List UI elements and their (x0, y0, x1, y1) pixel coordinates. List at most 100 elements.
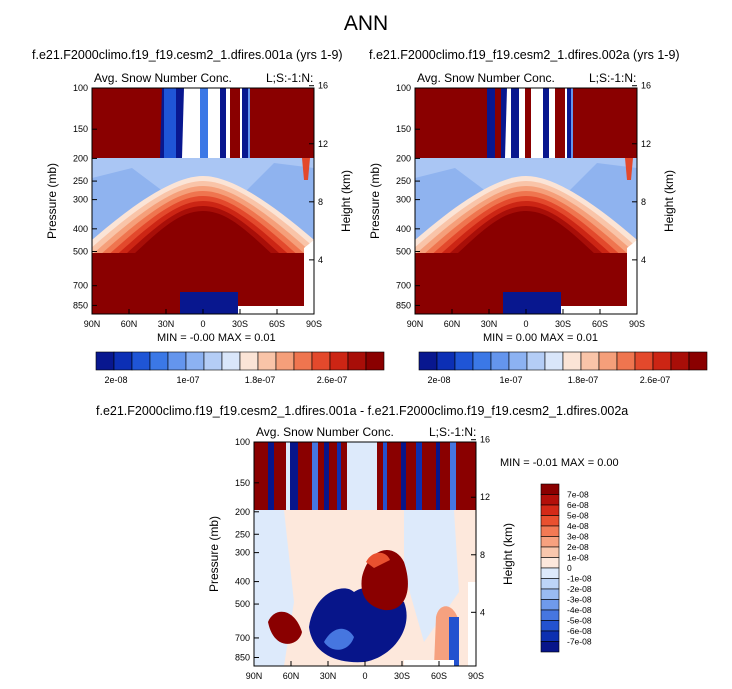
colorbar-diff-swatch (540, 525, 560, 537)
diff-strat-stripe (341, 442, 347, 510)
panel2-plot (414, 87, 638, 315)
panel1-xtick-label: 30S (232, 319, 248, 329)
colorbar1-swatch (203, 351, 223, 371)
colorbar-diff-swatch (540, 557, 560, 569)
panel3-y2tick-label: 4 (480, 607, 485, 617)
page-title: ANN (343, 12, 389, 35)
panel1-ylabel: Pressure (mb) (45, 163, 59, 239)
panel1-y2tick-label: 8 (318, 197, 323, 207)
diff-strat-stripe (422, 442, 436, 510)
panel1-strat-column (248, 88, 250, 158)
colorbar2-label: 2e-08 (427, 375, 450, 385)
colorbar2-label: 1e-07 (499, 375, 522, 385)
panel2-corner-label: L;S:-1:N: (589, 71, 637, 85)
colorbar2-label: 2.6e-07 (640, 375, 671, 385)
panel1-minmax: MIN = -0.00 MAX = 0.01 (157, 332, 276, 344)
panel1-xtick-label: 90N (84, 319, 101, 329)
diff-positive-patch (268, 611, 302, 644)
diff-strat-stripe (268, 442, 274, 510)
colorbar2-swatch (526, 351, 546, 371)
panel1-corner-label: L;S:-1:N: (266, 71, 314, 85)
colorbar1-swatch (257, 351, 277, 371)
diff-strat-stripe (318, 442, 324, 510)
colorbar-diff-label: 3e-08 (567, 532, 589, 542)
panel1-ytick-label: 400 (73, 224, 88, 234)
diff-plot (253, 441, 477, 667)
panel1-y2tick-label: 4 (318, 255, 323, 265)
colorbar2-swatch (562, 351, 582, 371)
panel2-ytick-label: 150 (396, 124, 411, 134)
diff-minmax: MIN = -0.01 MAX = 0.00 (500, 457, 619, 469)
diff-case-title: f.e21.F2000climo.f19_f19.cesm2_1.dfires.… (96, 404, 629, 418)
panel2-ytick-label: 100 (396, 83, 411, 93)
colorbar1-swatch (113, 351, 133, 371)
colorbar2-swatch (580, 351, 600, 371)
colorbar1-swatch (131, 351, 151, 371)
panel2-topography (627, 240, 637, 314)
panel1-strat-column (230, 88, 240, 158)
colorbar1-swatch (329, 351, 349, 371)
colorbar2-swatch (598, 351, 618, 371)
colorbar1-label: 2.6e-07 (317, 375, 348, 385)
diff-strat-stripe (406, 442, 416, 510)
colorbar-diff-swatch (540, 546, 560, 558)
colorbar1-swatch (221, 351, 241, 371)
colorbar-diff-swatch (540, 599, 560, 611)
panel2-strat-column (511, 88, 519, 158)
panel1-ytick-label: 850 (73, 300, 88, 310)
diff-field-label: Avg. Snow Number Conc. (256, 425, 394, 439)
colorbar-diff-swatch (540, 567, 560, 579)
colorbar-diff-label: -2e-08 (567, 584, 592, 594)
colorbar1-swatch (185, 351, 205, 371)
diff-strat-stripe (324, 442, 329, 510)
diff-strat-stripe (312, 442, 318, 510)
panel1-ytick-label: 150 (73, 124, 88, 134)
colorbar1-swatch (347, 351, 367, 371)
panel3-y2label: Height (km) (501, 523, 515, 585)
diff-strat-stripe (286, 442, 290, 510)
diff-negative-patch (449, 617, 459, 666)
panel3-ytick-label: 250 (235, 529, 250, 539)
panel2-strat-column (525, 88, 531, 158)
panel1-strat-column (164, 88, 176, 158)
panel1-y2tick-label: 16 (318, 81, 328, 91)
colorbar-diff-label: 6e-08 (567, 500, 589, 510)
panel2-polar-notch (625, 158, 633, 180)
panel3-xtick-label: 90S (468, 671, 484, 681)
diff-strat-stripe (298, 442, 312, 510)
panel3-ytick-label: 200 (235, 507, 250, 517)
panel1-ytick-label: 500 (73, 247, 88, 257)
panel2-xtick-label: 60N (444, 319, 461, 329)
panel1-xtick-label: 90S (306, 319, 322, 329)
panel3-xtick-label: 30S (394, 671, 410, 681)
panel1-plot (91, 87, 315, 315)
colorbar-diff-label: -4e-08 (567, 605, 592, 615)
diff-negative-inner (324, 628, 354, 650)
panel2-y2label: Height (km) (662, 170, 676, 232)
panel2-ylabel: Pressure (mb) (368, 163, 382, 239)
panel1-ytick-label: 250 (73, 176, 88, 186)
panel2-strat-column (543, 88, 549, 158)
diff-strat-stripe (436, 442, 440, 510)
panel2-xtick-label: 0 (523, 319, 528, 329)
colorbar-diff-swatch (540, 515, 560, 527)
colorbar-diff-label: 4e-08 (567, 521, 589, 531)
panel1-surface-blue (180, 292, 238, 314)
colorbar-diff-label: -5e-08 (567, 616, 592, 626)
panel3-ytick-label: 100 (235, 437, 250, 447)
colorbar2-swatch (508, 351, 528, 371)
panel2-strat-column (555, 88, 565, 158)
diff-strat-stripe (450, 442, 456, 510)
panel3-ytick-label: 850 (235, 652, 250, 662)
panel3-xtick-label: 90N (246, 671, 263, 681)
colorbar2-swatch (544, 351, 564, 371)
colorbar2-swatch (670, 351, 690, 371)
panel3-ytick-label: 500 (235, 599, 250, 609)
diff-strat-stripe (440, 442, 450, 510)
colorbar2-swatch (688, 351, 708, 371)
diff-positive-rim (366, 552, 390, 568)
panel3-ylabel: Pressure (mb) (207, 516, 221, 592)
colorbar1-swatch (365, 351, 385, 371)
panel3-ytick-label: 700 (235, 633, 250, 643)
